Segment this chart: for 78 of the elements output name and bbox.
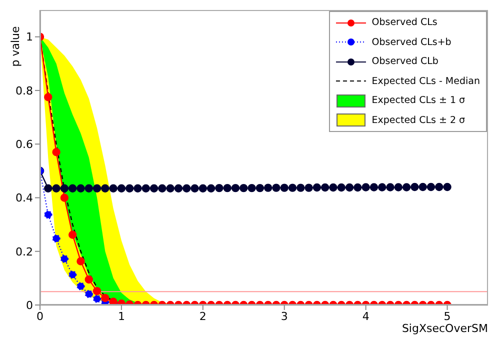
x-tick-label: 4 [362,310,370,323]
point [329,183,338,192]
point [134,184,142,192]
x-tick-label: 5 [444,310,451,323]
point [288,184,297,192]
point [68,230,77,239]
point [158,184,166,192]
point [304,184,313,192]
point [142,184,150,192]
point [264,184,272,192]
point [174,184,183,192]
point [101,184,110,192]
point [386,183,394,192]
legend-label: Expected CLs ± 1 σ [372,95,466,106]
point [256,184,264,192]
point [240,184,248,192]
point [394,183,402,192]
point [418,182,427,192]
point [215,184,224,192]
point [435,182,444,192]
point [223,184,232,192]
point [117,184,126,192]
point [109,184,118,192]
y-tick-label: 0 [26,298,33,312]
legend-label: Observed CLb [372,56,438,68]
point [126,184,134,192]
point [370,183,378,192]
point [44,184,52,192]
point [84,184,93,192]
point [362,183,370,192]
y-tick-label: 0.4 [16,192,33,205]
point [443,182,452,192]
point [190,184,199,192]
point [92,184,102,192]
point [296,184,305,192]
point [182,184,191,192]
x-tick-label: 1 [118,310,125,323]
point [410,182,419,192]
point [198,184,208,192]
point [280,184,288,192]
legend-label: Expected CLs ± 2 σ [372,114,466,126]
y-axis-title: p value [8,26,22,66]
point [312,183,322,192]
point [206,184,216,192]
point [60,194,69,202]
point [378,183,386,192]
point [52,184,60,192]
y-tick-label: 0.8 [16,84,33,98]
point [60,254,69,263]
point [76,184,85,192]
point [248,184,256,192]
point [44,93,52,102]
point [166,184,174,192]
point [426,182,436,192]
point [337,183,346,192]
point [60,184,69,192]
point [231,184,240,192]
x-tick-label: 3 [280,310,288,323]
point [68,184,77,192]
point [52,148,60,156]
point [44,210,52,219]
legend-label: Expected CLs - Median [372,76,480,87]
x-tick-label: 0 [36,310,44,323]
y-tick-label: 0.6 [16,138,33,151]
point [52,234,60,243]
point [320,183,330,192]
x-tick-label: 2 [199,310,206,323]
y-tick-label: 1 [26,30,33,44]
point [402,183,411,192]
y-tick-label: 0.2 [16,245,33,258]
point [345,183,354,192]
point [354,183,362,192]
legend-label: Observed CLs [372,17,438,28]
point [272,184,280,192]
x-axis-title: SigXsecOverSM [402,322,488,335]
legend-label: Observed CLs+b [372,36,452,48]
point [150,184,158,192]
point [76,257,85,266]
